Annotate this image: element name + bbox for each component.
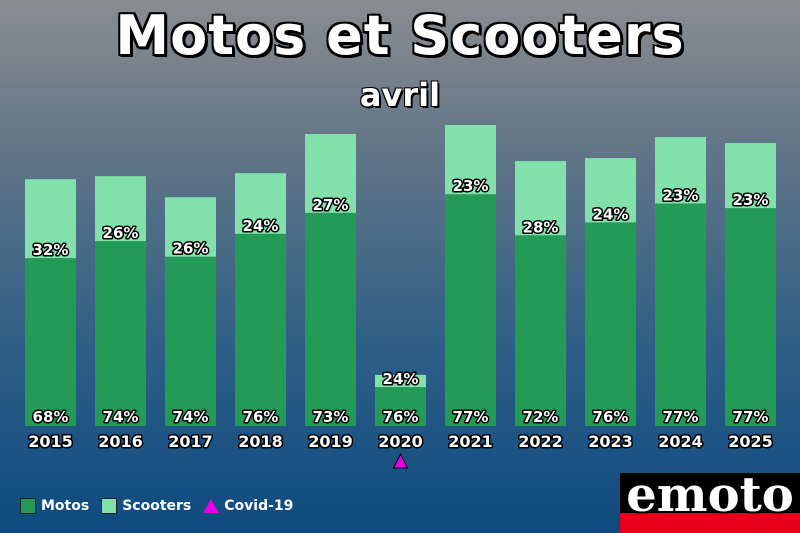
x-tick-label-2022: 2022	[518, 432, 563, 451]
x-tick-label-2015: 2015	[28, 432, 73, 451]
bar-motos-2020	[375, 387, 426, 426]
bar-scooters-2022	[515, 161, 566, 236]
bar-scooters-2019	[305, 134, 356, 213]
data-label-motos-2020: 76%	[383, 408, 419, 426]
emoto-logo[interactable]: emoto	[620, 473, 800, 533]
bar-motos-2018	[235, 233, 286, 426]
data-label-motos-2023: 76%	[593, 408, 629, 426]
x-tick-label-2023: 2023	[588, 432, 633, 451]
bar-motos-2021	[445, 194, 496, 426]
x-tick-label-2025: 2025	[728, 432, 773, 451]
bar-scooters-2021	[445, 125, 496, 195]
x-tick-label-2018: 2018	[238, 432, 283, 451]
data-label-motos-2018: 76%	[243, 408, 279, 426]
data-label-scooters-2020: 24%	[383, 370, 419, 388]
data-label-scooters-2023: 24%	[593, 205, 629, 223]
x-tick-label-2019: 2019	[308, 432, 353, 451]
data-label-motos-2025: 77%	[733, 408, 769, 426]
bar-motos-2017	[165, 256, 216, 426]
bar-scooters-2020	[375, 374, 426, 388]
legend-label-covid: Covid-19	[224, 498, 294, 514]
bar-motos-2016	[95, 241, 146, 426]
x-tick-label-2020: 2020	[378, 432, 423, 451]
data-label-scooters-2017: 26%	[173, 240, 209, 258]
x-tick-label-2016: 2016	[98, 432, 143, 451]
data-label-scooters-2016: 26%	[103, 224, 139, 242]
legend-swatch-scooters	[101, 498, 118, 514]
bar-scooters-2023	[585, 158, 636, 223]
triangle-icon	[203, 499, 220, 513]
x-tick-label-2024: 2024	[658, 432, 703, 451]
legend-item-scooters: Scooters	[101, 498, 191, 514]
stacked-bar-chart: 68% 32% 2015 74% 26% 2016 74% 26% 2017 76% 24% 2018…	[25, 125, 776, 469]
bar-scooters-2024	[655, 137, 706, 204]
covid-marker-2020	[392, 452, 409, 469]
bar-scooters-2018	[235, 173, 286, 234]
chart-subtitle: avril	[359, 76, 441, 114]
data-label-scooters-2024: 23%	[663, 187, 699, 205]
bar-motos-2022	[515, 235, 566, 426]
bar-motos-2025	[725, 208, 776, 426]
bar-scooters-2016	[95, 176, 146, 242]
bar-scooters-2017	[165, 197, 216, 257]
data-label-motos-2021: 77%	[453, 408, 489, 426]
bar-motos-2019	[305, 212, 356, 426]
bar-scooters-2025	[725, 143, 776, 209]
data-label-scooters-2025: 23%	[733, 191, 769, 209]
data-label-motos-2016: 74%	[103, 408, 139, 426]
logo-text: emoto	[626, 473, 794, 523]
legend-item-covid: Covid-19	[203, 498, 293, 514]
data-label-motos-2019: 73%	[313, 408, 349, 426]
data-label-scooters-2019: 27%	[313, 196, 349, 214]
logo-red-band	[620, 513, 800, 533]
x-tick-label-2017: 2017	[168, 432, 213, 451]
data-label-motos-2017: 74%	[173, 408, 209, 426]
chart-title: Motos et Scooters	[115, 4, 685, 67]
bar-motos-2015	[25, 258, 76, 426]
data-label-scooters-2015: 32%	[33, 241, 69, 259]
data-label-motos-2022: 72%	[523, 408, 559, 426]
legend-label-scooters: Scooters	[122, 498, 192, 514]
bar-motos-2024	[655, 203, 706, 426]
x-tick-label-2021: 2021	[448, 432, 493, 451]
legend-item-motos: Motos	[20, 498, 89, 514]
bar-scooters-2015	[25, 179, 76, 259]
legend: Motos Scooters Covid-19	[20, 496, 293, 516]
legend-swatch-motos	[20, 498, 36, 514]
data-label-motos-2015: 68%	[33, 408, 69, 426]
data-label-motos-2024: 77%	[663, 408, 699, 426]
data-label-scooters-2021: 23%	[453, 177, 489, 195]
bar-motos-2023	[585, 222, 636, 426]
legend-label-motos: Motos	[41, 498, 90, 514]
data-label-scooters-2022: 28%	[523, 218, 559, 236]
data-label-scooters-2018: 24%	[243, 217, 279, 235]
